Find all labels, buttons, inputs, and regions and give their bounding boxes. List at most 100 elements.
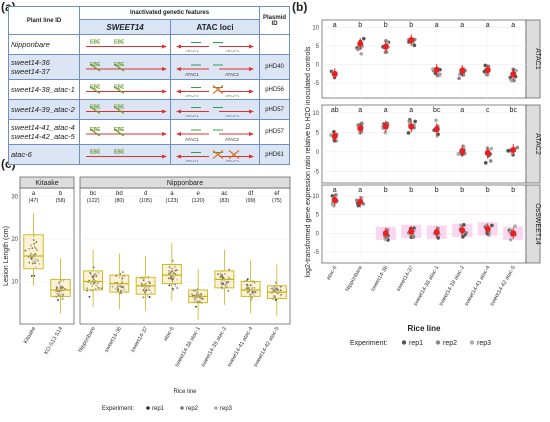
data-point (29, 253, 32, 255)
data-point (507, 148, 511, 153)
data-point (57, 299, 59, 301)
data-point (59, 279, 62, 282)
mean-point (382, 230, 389, 237)
data-point (61, 298, 64, 300)
data-point (219, 272, 222, 275)
data-point (195, 293, 198, 296)
x-axis-label: Rice line (408, 324, 441, 333)
data-point (224, 284, 226, 287)
data-point (118, 276, 121, 279)
data-point (245, 279, 248, 282)
data-point (122, 286, 125, 289)
mean-point (357, 198, 364, 205)
data-point (60, 284, 63, 287)
data-point (220, 280, 223, 283)
x-tick-label: sweet14-41 atac-4 (227, 326, 255, 368)
y-tick-label: 30 (11, 195, 18, 201)
data-point (36, 259, 39, 262)
x-axis-label: Rice line (173, 389, 197, 395)
arrow-icon (249, 154, 255, 159)
data-point (117, 286, 119, 289)
data-point (227, 276, 230, 279)
significance-letter: a (333, 22, 337, 29)
sweet14-diagram-cell: EBE EBE (79, 54, 172, 80)
arrow-icon (162, 44, 168, 49)
data-point (93, 273, 96, 276)
deletion-mark (89, 86, 101, 94)
table-row: atac-6 EBE EBE ATAC1 ATAC2 pHD61 (7, 144, 290, 165)
significance-letter: d (144, 191, 147, 197)
data-point (167, 269, 170, 272)
data-point (246, 278, 249, 281)
data-point (513, 224, 517, 228)
arrow-icon (176, 67, 182, 71)
cross-mark (212, 85, 224, 94)
ebe-label-2: EBE (114, 150, 125, 156)
data-point (222, 276, 224, 279)
deletion-mark (89, 106, 101, 114)
data-point (173, 266, 176, 269)
data-point (194, 298, 196, 300)
facet-panel (321, 104, 527, 184)
data-point (150, 291, 153, 294)
panel-b-label: (b) (292, 0, 308, 14)
data-point (29, 244, 32, 247)
data-point (91, 285, 93, 287)
data-point (89, 272, 91, 274)
data-point (147, 281, 150, 283)
significance-letter: b (358, 22, 362, 29)
y-tick-label: 0 (316, 150, 320, 156)
plasmid-id: pHD56 (259, 79, 290, 100)
data-point (58, 290, 61, 293)
data-point (119, 290, 122, 293)
data-point (62, 279, 65, 282)
plasmid-id: pHD57 (259, 119, 290, 145)
data-point (406, 131, 411, 135)
legend-entry: rep3 (220, 406, 233, 412)
data-point (483, 63, 488, 68)
arrow-icon (162, 67, 168, 71)
arrow-icon (176, 89, 182, 94)
significance-letter: b (511, 187, 515, 194)
data-point (95, 284, 98, 287)
data-point (169, 272, 172, 275)
header-inactivated: Inactivated genetic features (79, 6, 261, 20)
significance-letter: bc (510, 107, 518, 114)
facet-strip (525, 19, 541, 99)
data-point (121, 280, 124, 282)
atac-diagram-cell: ATAC1 ATAC2 (170, 34, 261, 55)
mean-point (459, 67, 466, 74)
atac-diagram: ATAC1 ATAC2 (176, 42, 255, 55)
data-point (56, 290, 59, 293)
ebe-label-1: EBE (90, 105, 101, 111)
facet-label: ATAC1 (534, 48, 541, 70)
data-point (279, 294, 282, 297)
arrow-icon (249, 67, 255, 71)
y-tick-label: 20 (11, 237, 18, 243)
data-point (462, 223, 466, 227)
legend-marker (435, 340, 441, 345)
mean-point (510, 230, 517, 237)
significance-letter: a (435, 22, 439, 29)
data-point (227, 289, 230, 292)
y-axis-label: Lesion Length (cm) (3, 226, 10, 286)
mean-point (433, 126, 440, 133)
data-point (171, 270, 174, 273)
sample-size: (80) (114, 198, 124, 204)
data-point (250, 296, 253, 299)
box (240, 281, 261, 297)
plant-line-cell: Nipponbare (7, 34, 81, 55)
facet-panel (321, 19, 527, 99)
plasmid-id: pHD57 (259, 99, 290, 120)
plant-line-name: sweet14-39_atac-2 (11, 105, 75, 114)
mean-point (433, 66, 440, 73)
x-tick-label: sweet14-38 atac-1 (174, 326, 202, 368)
legend-entry: rep2 (443, 340, 457, 347)
significance-letter: a (358, 187, 362, 194)
significance-letter: bd (116, 191, 123, 197)
significance-letter: b (409, 187, 413, 194)
significance-letter: e (196, 191, 200, 197)
sample-size: (123) (165, 198, 178, 204)
data-point (225, 286, 228, 288)
facet-strip (79, 176, 291, 189)
